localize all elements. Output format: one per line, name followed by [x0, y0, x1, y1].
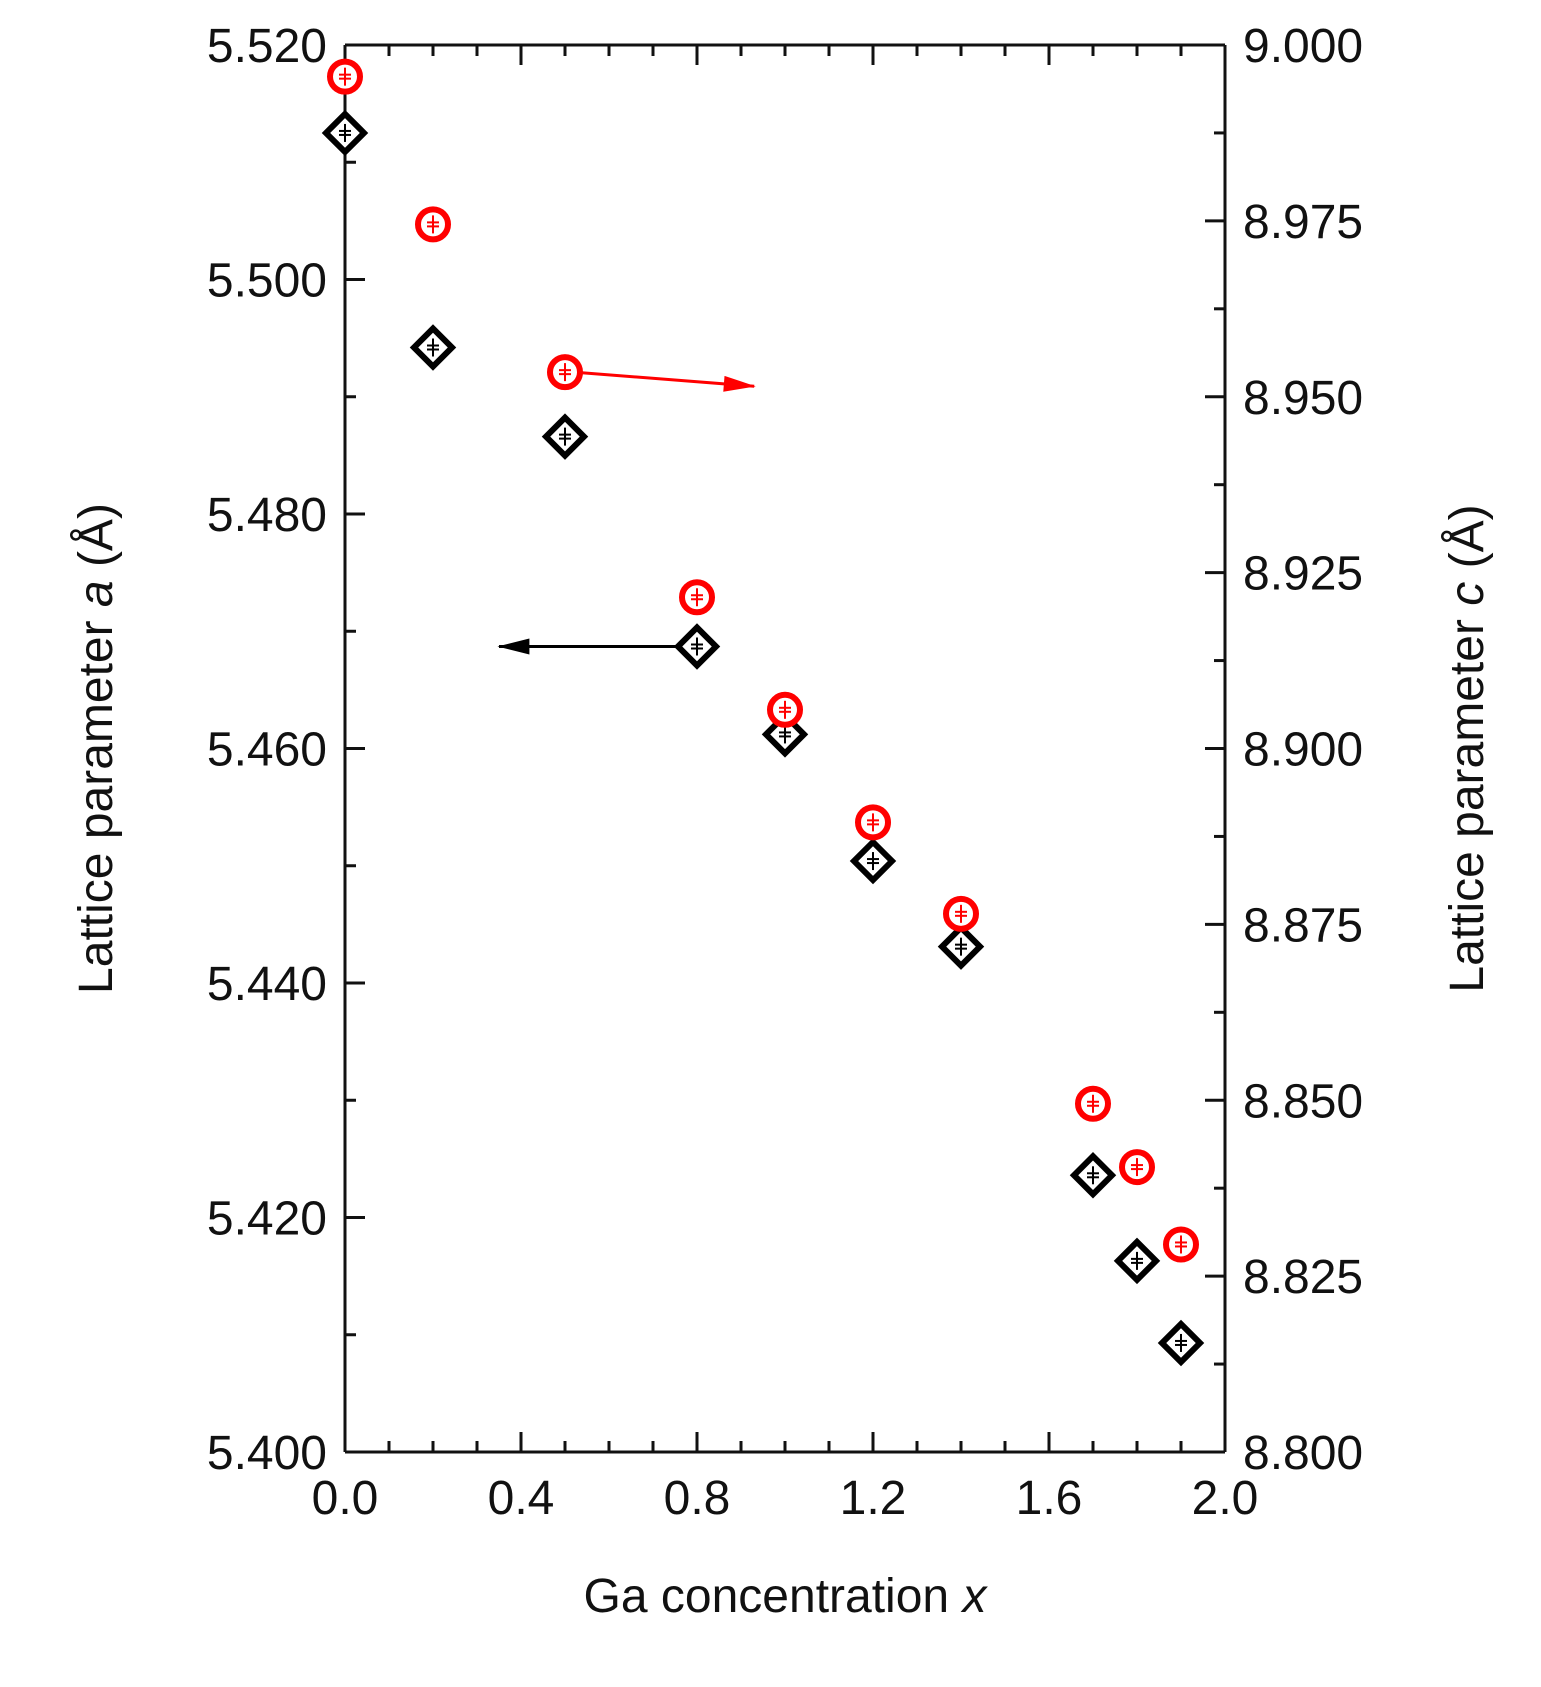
right-y-tick-label: 8.950 — [1243, 372, 1363, 425]
right-y-tick-label: 8.925 — [1243, 548, 1363, 601]
x-tick-label: 2.0 — [1192, 1472, 1259, 1525]
right-y-axis-title-var: c — [1441, 582, 1494, 606]
annotations — [497, 370, 756, 655]
right-y-tick-label: 8.850 — [1243, 1075, 1363, 1128]
right-axis-arrow — [573, 370, 756, 392]
x-axis-title-text: Ga concentration — [584, 1570, 950, 1623]
right-y-tick-label: 8.900 — [1243, 724, 1363, 777]
left-y-tick-label: 5.480 — [207, 489, 327, 542]
data-series — [321, 58, 1205, 1367]
x-tick-label: 0.4 — [488, 1472, 555, 1525]
x-tick-label: 0.0 — [312, 1472, 379, 1525]
series-a — [321, 109, 1205, 1367]
axis-labels: Ga concentration x Lattice parameter a (… — [70, 503, 1494, 1623]
right-y-tick-label: 8.875 — [1243, 899, 1363, 952]
left-y-tick-label: 5.400 — [207, 1427, 327, 1480]
left-y-axis-title-prefix: Lattice parameter — [70, 607, 123, 994]
right-y-tick-label: 8.800 — [1243, 1427, 1363, 1480]
left-y-axis-title-suffix: (Å) — [70, 503, 123, 567]
left-y-axis-title: Lattice parameter a (Å) — [70, 503, 123, 994]
x-tick-label: 1.2 — [840, 1472, 907, 1525]
left-y-tick-label: 5.460 — [207, 724, 327, 777]
right-y-tick-label: 8.825 — [1243, 1251, 1363, 1304]
right-y-axis-title: Lattice parameter c (Å) — [1441, 504, 1494, 992]
right-y-tick-label: 9.000 — [1243, 20, 1363, 73]
series-c — [327, 58, 1199, 1263]
left-y-axis-title-var: a — [70, 580, 123, 607]
right-y-tick-label: 8.975 — [1243, 196, 1363, 249]
x-tick-label: 0.8 — [664, 1472, 731, 1525]
x-axis-title-var: x — [960, 1570, 988, 1623]
right-y-axis-title-prefix: Lattice parameter — [1441, 606, 1494, 993]
left-y-tick-label: 5.440 — [207, 958, 327, 1011]
left-y-tick-label: 5.500 — [207, 255, 327, 308]
right-y-axis-title-suffix: (Å) — [1441, 504, 1494, 568]
ticks: 0.0 0.4 0.8 1.2 1.6 2.0 5.400 5.420 5.440 5.460 5.… — [207, 20, 1363, 1525]
x-tick-label: 1.6 — [1016, 1472, 1083, 1525]
left-y-tick-label: 5.520 — [207, 20, 327, 73]
left-y-tick-label: 5.420 — [207, 1193, 327, 1246]
x-axis-title: Ga concentration x — [584, 1570, 989, 1623]
